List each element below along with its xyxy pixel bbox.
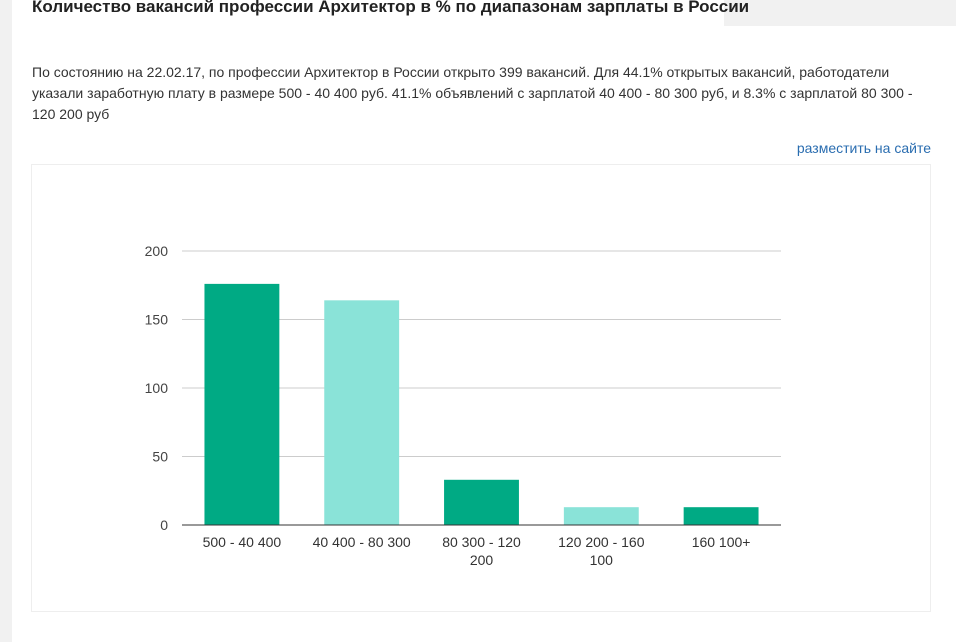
content-card: По состоянию на 22.02.17, по профессии А… — [12, 26, 956, 642]
chart-container: 0 50 100 150 200 500 - 40 400 40 400 - 80 300 8… — [31, 164, 931, 612]
y-tick-label: 150 — [145, 312, 169, 328]
x-tick-label-line: 80 300 - 120 — [442, 534, 521, 550]
x-tick-label-line: 100 — [590, 552, 614, 568]
y-tick-label: 100 — [145, 380, 169, 396]
x-tick-label: 500 - 40 400 — [203, 534, 282, 550]
x-tick-label: 120 200 - 160 100 — [558, 534, 645, 568]
x-tick-label-line: 40 400 - 80 300 — [313, 534, 411, 550]
bar — [683, 507, 759, 525]
place-on-site-link[interactable]: разместить на сайте — [796, 140, 931, 156]
x-tick-label: 40 400 - 80 300 — [313, 534, 411, 550]
y-tick-label: 50 — [152, 449, 168, 465]
bar — [563, 507, 639, 525]
y-tick-label: 0 — [160, 517, 168, 533]
x-tick-label-line: 500 - 40 400 — [203, 534, 282, 550]
bar — [324, 300, 400, 525]
bar-chart: 0 50 100 150 200 500 - 40 400 40 400 - 80 300 8… — [145, 243, 781, 568]
description-text: По состоянию на 22.02.17, по профессии А… — [32, 64, 913, 122]
title-tab: Количество вакансий профессии Архитектор… — [12, 0, 749, 26]
x-tick-label-line: 120 200 - 160 — [558, 534, 645, 550]
page-title: Количество вакансий профессии Архитектор… — [32, 0, 750, 16]
x-tick-label-line: 160 100+ — [692, 534, 751, 550]
bar — [204, 283, 280, 525]
y-tick-label: 200 — [145, 243, 169, 259]
x-tick-label: 160 100+ — [692, 534, 751, 550]
x-tick-label: 80 300 - 120 200 — [442, 534, 521, 568]
x-tick-label-line: 200 — [470, 552, 494, 568]
bar — [444, 479, 519, 525]
